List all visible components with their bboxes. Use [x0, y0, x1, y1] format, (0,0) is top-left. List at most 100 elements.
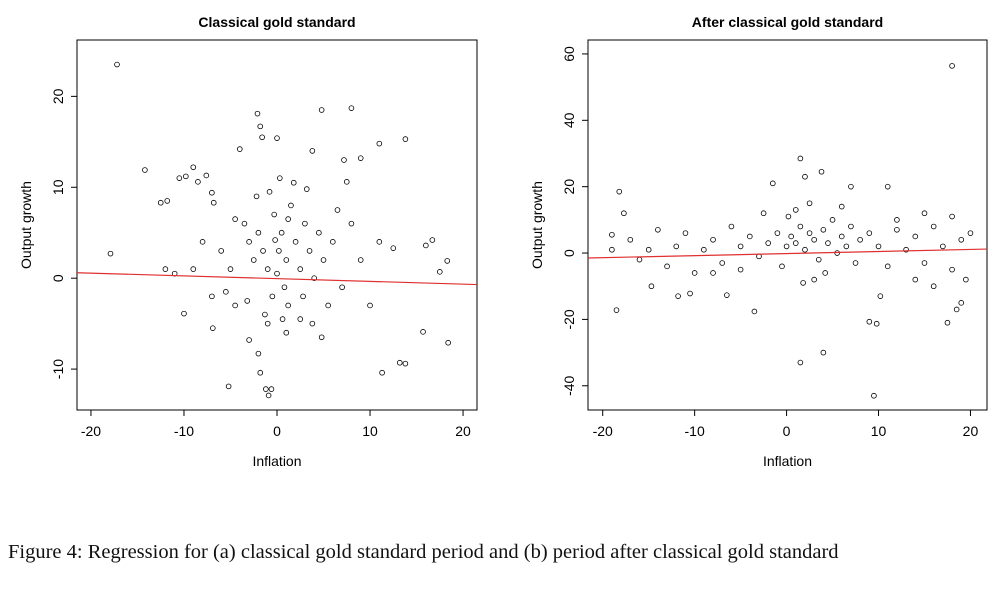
point — [806, 230, 813, 236]
point — [260, 248, 266, 254]
point — [779, 263, 785, 270]
point — [877, 293, 884, 299]
point — [627, 236, 634, 243]
point — [436, 269, 443, 275]
point — [719, 260, 726, 266]
point — [797, 359, 804, 366]
point — [279, 316, 286, 322]
point — [107, 250, 114, 257]
point — [396, 359, 403, 366]
point — [142, 167, 148, 173]
point — [306, 248, 313, 254]
point — [402, 136, 409, 142]
point — [875, 243, 882, 250]
y-axis-label: Output growth — [18, 181, 34, 269]
point — [227, 266, 234, 272]
y-tick-label: 20 — [561, 179, 577, 195]
point — [276, 175, 283, 181]
point — [967, 230, 974, 236]
point — [788, 233, 794, 240]
point — [621, 210, 627, 217]
fit-line — [76, 272, 478, 286]
point — [420, 329, 426, 335]
point — [339, 284, 345, 291]
point — [884, 263, 891, 270]
point — [673, 243, 680, 250]
point — [199, 239, 206, 245]
point — [292, 239, 299, 245]
charts: Classical gold standard Inflation Output g… — [18, 14, 988, 469]
point — [268, 386, 275, 392]
point — [792, 240, 799, 246]
point — [871, 392, 877, 399]
point — [963, 276, 969, 283]
point — [664, 263, 670, 270]
point — [747, 233, 753, 240]
point — [710, 236, 716, 243]
point — [300, 293, 306, 300]
point — [949, 63, 955, 69]
point — [958, 236, 965, 243]
y-tick-label: 10 — [50, 179, 66, 195]
point — [190, 164, 197, 171]
point — [316, 229, 322, 236]
point — [785, 213, 792, 220]
point — [800, 280, 806, 286]
point — [751, 308, 758, 315]
point — [223, 289, 229, 295]
point — [724, 292, 730, 298]
point — [616, 188, 623, 195]
point — [278, 229, 285, 236]
x-tick-label: 10 — [871, 423, 887, 439]
chart-title: After classical gold standard — [692, 14, 883, 30]
point — [274, 270, 280, 277]
point — [320, 257, 327, 263]
point — [297, 316, 304, 322]
point — [195, 179, 201, 185]
point — [843, 243, 850, 250]
point — [330, 239, 336, 245]
point — [348, 220, 355, 227]
y-tick-label: 0 — [50, 274, 66, 282]
point — [894, 217, 900, 223]
point — [357, 257, 364, 263]
point — [423, 242, 429, 249]
point — [701, 246, 707, 253]
x-axis-label: Inflation — [763, 453, 812, 469]
y-tick-label: 40 — [561, 112, 577, 128]
x-tick-label: 0 — [273, 423, 281, 439]
point — [232, 216, 238, 222]
point — [309, 320, 316, 327]
point — [390, 245, 397, 251]
point — [609, 246, 615, 253]
point — [912, 276, 919, 283]
x-tick-label: 20 — [963, 423, 979, 439]
point — [806, 200, 813, 207]
point — [728, 223, 735, 230]
point — [866, 318, 873, 325]
y-tick-label: 60 — [561, 46, 577, 62]
point — [288, 202, 294, 209]
x-tick-label: -10 — [685, 423, 705, 439]
point — [682, 230, 689, 236]
point — [348, 105, 355, 111]
point — [114, 61, 120, 68]
point — [783, 243, 790, 250]
point — [873, 320, 880, 327]
point — [760, 210, 767, 217]
y-tick-label: 20 — [50, 88, 66, 104]
point — [884, 183, 891, 190]
point — [921, 260, 928, 266]
point — [613, 307, 620, 313]
point — [838, 233, 845, 240]
point — [866, 230, 873, 236]
point — [367, 302, 373, 309]
point — [241, 220, 248, 227]
chart-title: Classical gold standard — [198, 14, 355, 30]
point — [325, 302, 331, 309]
point — [944, 319, 951, 326]
x-tick-label: 0 — [783, 423, 791, 439]
point — [283, 329, 290, 336]
point — [402, 360, 409, 367]
point — [203, 172, 210, 179]
